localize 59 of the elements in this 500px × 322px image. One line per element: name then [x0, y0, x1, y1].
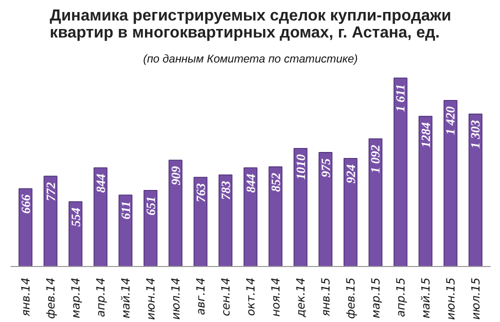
- data-label: 1 420: [444, 106, 458, 135]
- data-label: 1 092: [368, 144, 382, 174]
- bar: [444, 100, 458, 266]
- data-label: 844: [244, 174, 258, 193]
- data-label: 554: [69, 208, 83, 227]
- x-tick-label: сен.14: [218, 277, 232, 316]
- data-label: 924: [344, 164, 358, 184]
- x-tick-label: мар.14: [68, 277, 82, 318]
- x-tick-label: фев.14: [44, 277, 58, 319]
- chart-title: Динамика регистрируемых сделок купли-продажи квартир в многоквартирных домах, г. Астана, ед.: [50, 8, 452, 42]
- bar: [118, 194, 132, 266]
- data-label: 909: [169, 165, 183, 186]
- x-tick-label: янв.14: [18, 277, 32, 316]
- bar: [68, 201, 82, 266]
- x-tick-label: ноя.14: [268, 277, 282, 317]
- bar: [44, 176, 58, 266]
- bar: [94, 167, 108, 266]
- data-label: 772: [44, 182, 58, 202]
- bar: [418, 116, 432, 266]
- bar: [344, 158, 358, 266]
- bar: [244, 167, 258, 266]
- bar: [194, 176, 208, 266]
- data-label: 783: [219, 180, 233, 200]
- data-label: 611: [119, 201, 133, 220]
- data-label: 852: [269, 172, 283, 192]
- x-tick-label: дек.14: [294, 277, 308, 318]
- data-label: 1010: [294, 154, 308, 180]
- x-tick-label: авг.14: [194, 277, 208, 316]
- bar: [468, 114, 482, 266]
- bar: [368, 138, 382, 266]
- data-label: 651: [144, 196, 158, 216]
- bar: [144, 190, 158, 266]
- x-tick-label: июн.14: [144, 277, 158, 320]
- chart-subtitle: (по данным Комитета по статистике): [143, 54, 358, 66]
- bar: [318, 152, 332, 266]
- data-label: 1 303: [468, 120, 482, 149]
- x-tick-label: янв.15: [318, 277, 332, 316]
- x-tick-label: май.15: [418, 277, 432, 318]
- data-label: 763: [194, 183, 208, 202]
- bar: [168, 160, 182, 266]
- x-tick-label: июл.15: [468, 278, 482, 320]
- x-tick-label: июл.14: [168, 278, 182, 320]
- x-tick-label: июн.15: [444, 277, 458, 320]
- bar: [294, 148, 308, 266]
- data-label: 666: [19, 194, 33, 214]
- bar: [394, 78, 408, 266]
- data-label: 844: [94, 174, 108, 193]
- bar: [218, 174, 232, 266]
- x-tick-label: апр.15: [394, 277, 408, 318]
- x-tick-label: май.14: [118, 277, 132, 318]
- x-tick-label: фев.15: [344, 277, 358, 319]
- bar: [268, 166, 282, 266]
- x-tick-label: окт.14: [244, 277, 258, 316]
- data-label: 975: [319, 158, 333, 178]
- data-label: 1284: [419, 122, 433, 148]
- x-tick-label: мар.15: [368, 277, 382, 318]
- bar: [18, 188, 32, 266]
- x-tick-label: апр.14: [94, 277, 108, 318]
- data-label: 1 611: [394, 84, 408, 112]
